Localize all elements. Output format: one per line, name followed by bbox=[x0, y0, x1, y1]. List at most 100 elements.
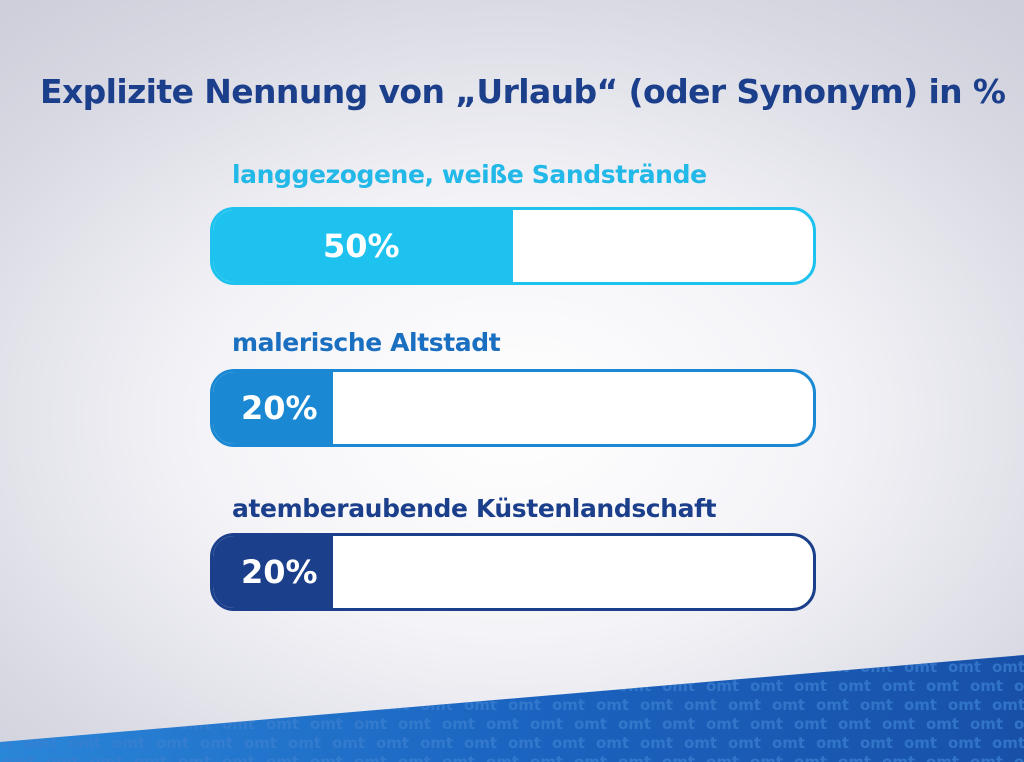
svg-text:omt: omt bbox=[288, 734, 321, 752]
bar-track: 20% bbox=[210, 369, 816, 447]
svg-text:omt: omt bbox=[882, 677, 915, 695]
svg-text:omt: omt bbox=[288, 696, 321, 714]
svg-text:omt: omt bbox=[354, 753, 387, 762]
svg-text:omt: omt bbox=[112, 658, 145, 676]
svg-text:omt: omt bbox=[376, 696, 409, 714]
svg-text:omt: omt bbox=[464, 696, 497, 714]
svg-text:omt: omt bbox=[332, 734, 365, 752]
svg-text:omt: omt bbox=[794, 677, 827, 695]
svg-text:omt: omt bbox=[640, 658, 673, 676]
svg-text:omt: omt bbox=[420, 696, 453, 714]
svg-text:omt: omt bbox=[552, 696, 585, 714]
svg-text:omt: omt bbox=[244, 696, 277, 714]
svg-text:omt: omt bbox=[486, 753, 519, 762]
svg-text:omt: omt bbox=[46, 715, 79, 733]
svg-text:omt: omt bbox=[2, 753, 35, 762]
svg-text:omt: omt bbox=[926, 753, 959, 762]
svg-text:omt: omt bbox=[552, 658, 585, 676]
svg-text:omt: omt bbox=[1014, 715, 1024, 733]
svg-text:omt: omt bbox=[838, 753, 871, 762]
svg-text:omt: omt bbox=[772, 734, 805, 752]
svg-text:omt: omt bbox=[750, 753, 783, 762]
svg-text:omt: omt bbox=[860, 734, 893, 752]
svg-text:omt: omt bbox=[486, 677, 519, 695]
svg-text:omt: omt bbox=[178, 753, 211, 762]
svg-text:omt: omt bbox=[530, 715, 563, 733]
svg-text:omt: omt bbox=[640, 696, 673, 714]
svg-text:omt: omt bbox=[222, 753, 255, 762]
svg-text:omt: omt bbox=[794, 753, 827, 762]
svg-text:omt: omt bbox=[530, 753, 563, 762]
svg-text:omt: omt bbox=[838, 677, 871, 695]
bar-label: langgezogene, weiße Sandstrände bbox=[232, 160, 707, 189]
bar-value-label: 20% bbox=[241, 389, 318, 427]
svg-text:omt: omt bbox=[728, 734, 761, 752]
svg-text:omt: omt bbox=[728, 658, 761, 676]
svg-text:omt: omt bbox=[926, 677, 959, 695]
svg-text:omt: omt bbox=[706, 715, 739, 733]
svg-text:omt: omt bbox=[970, 753, 1003, 762]
watermark-band-shape bbox=[0, 655, 1024, 762]
svg-text:omt: omt bbox=[200, 734, 233, 752]
svg-text:omt: omt bbox=[640, 734, 673, 752]
svg-text:omt: omt bbox=[310, 715, 343, 733]
svg-text:omt: omt bbox=[1014, 753, 1024, 762]
svg-text:omt: omt bbox=[442, 753, 475, 762]
svg-text:omt: omt bbox=[574, 677, 607, 695]
bar-label: malerische Altstadt bbox=[232, 328, 501, 357]
svg-text:omt: omt bbox=[750, 677, 783, 695]
svg-text:omt: omt bbox=[0, 696, 13, 714]
svg-text:omt: omt bbox=[948, 734, 981, 752]
svg-text:omt: omt bbox=[662, 715, 695, 733]
svg-text:omt: omt bbox=[508, 734, 541, 752]
svg-text:omt: omt bbox=[134, 715, 167, 733]
svg-text:omt: omt bbox=[596, 696, 629, 714]
bar-fill bbox=[213, 210, 513, 282]
svg-text:omt: omt bbox=[24, 658, 57, 676]
svg-text:omt: omt bbox=[992, 658, 1024, 676]
svg-text:omt: omt bbox=[178, 715, 211, 733]
svg-text:omt: omt bbox=[156, 696, 189, 714]
svg-text:omt: omt bbox=[46, 677, 79, 695]
svg-text:omt: omt bbox=[398, 753, 431, 762]
svg-text:omt: omt bbox=[684, 734, 717, 752]
svg-text:omt: omt bbox=[156, 658, 189, 676]
svg-text:omt: omt bbox=[266, 677, 299, 695]
svg-text:omt: omt bbox=[46, 753, 79, 762]
svg-text:omt: omt bbox=[222, 715, 255, 733]
svg-text:omt: omt bbox=[68, 734, 101, 752]
svg-text:omt: omt bbox=[750, 715, 783, 733]
svg-text:omt: omt bbox=[222, 677, 255, 695]
svg-text:omt: omt bbox=[68, 658, 101, 676]
svg-text:omt: omt bbox=[68, 696, 101, 714]
svg-text:omt: omt bbox=[244, 658, 277, 676]
bar-value-label: 20% bbox=[241, 553, 318, 591]
svg-text:omt: omt bbox=[882, 715, 915, 733]
bar-label: atemberaubende Küstenlandschaft bbox=[232, 494, 717, 523]
svg-text:omt: omt bbox=[574, 715, 607, 733]
svg-text:omt: omt bbox=[90, 715, 123, 733]
svg-text:omt: omt bbox=[772, 696, 805, 714]
svg-text:omt: omt bbox=[332, 696, 365, 714]
svg-text:omt: omt bbox=[288, 658, 321, 676]
svg-text:omt: omt bbox=[24, 734, 57, 752]
svg-text:omt: omt bbox=[618, 753, 651, 762]
svg-text:omt: omt bbox=[1014, 677, 1024, 695]
bar-track: 50% bbox=[210, 207, 816, 285]
svg-text:omt: omt bbox=[728, 696, 761, 714]
svg-text:omt: omt bbox=[662, 677, 695, 695]
svg-text:omt: omt bbox=[332, 658, 365, 676]
svg-text:omt: omt bbox=[134, 753, 167, 762]
svg-text:omt: omt bbox=[2, 715, 35, 733]
svg-text:omt: omt bbox=[354, 677, 387, 695]
svg-text:omt: omt bbox=[442, 715, 475, 733]
svg-text:omt: omt bbox=[354, 715, 387, 733]
svg-text:omt: omt bbox=[794, 715, 827, 733]
svg-text:omt: omt bbox=[200, 658, 233, 676]
svg-text:omt: omt bbox=[706, 677, 739, 695]
svg-text:omt: omt bbox=[0, 658, 13, 676]
svg-text:omt: omt bbox=[200, 696, 233, 714]
svg-text:omt: omt bbox=[948, 696, 981, 714]
svg-text:omt: omt bbox=[442, 677, 475, 695]
svg-text:omt: omt bbox=[772, 658, 805, 676]
